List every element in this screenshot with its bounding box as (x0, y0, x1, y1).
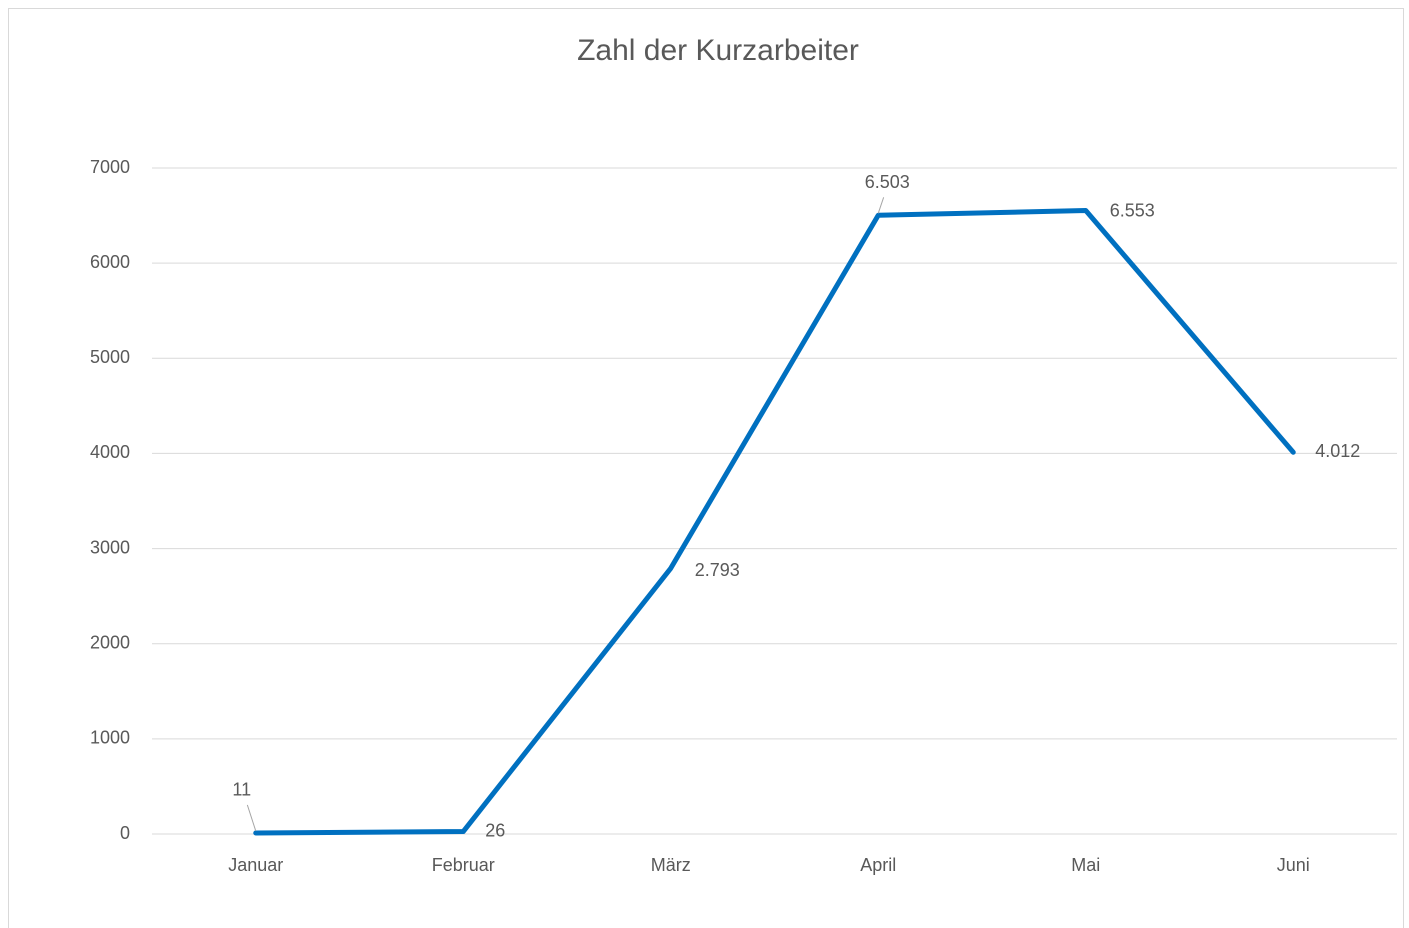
y-tick-label: 5000 (90, 347, 130, 367)
data-label: 4.012 (1315, 441, 1360, 461)
x-tick-label: März (651, 855, 691, 875)
data-line (253, 208, 1296, 836)
data-label: 6.553 (1110, 200, 1155, 220)
x-tick-label: Juni (1277, 855, 1310, 875)
x-tick-label: Februar (432, 855, 495, 875)
chart-title: Zahl der Kurzarbeiter (577, 34, 859, 67)
y-tick-label: 2000 (90, 632, 130, 652)
y-tick-label: 4000 (90, 442, 130, 462)
x-tick-label: Mai (1071, 855, 1100, 875)
y-tick-label: 1000 (90, 728, 130, 748)
y-tick-label: 6000 (90, 252, 130, 272)
y-tick-label: 7000 (90, 157, 130, 177)
data-label: 2.793 (695, 560, 740, 580)
data-label: 11 (232, 780, 251, 800)
y-tick-label: 0 (120, 823, 130, 843)
y-tick-label: 3000 (90, 537, 130, 557)
data-label: 26 (485, 820, 505, 840)
leader-line (877, 197, 885, 214)
chart-border (8, 8, 1404, 928)
data-label: 6.503 (865, 172, 910, 192)
x-tick-label: Januar (228, 855, 283, 875)
leader-line (246, 804, 257, 832)
x-tick-label: April (860, 855, 896, 875)
